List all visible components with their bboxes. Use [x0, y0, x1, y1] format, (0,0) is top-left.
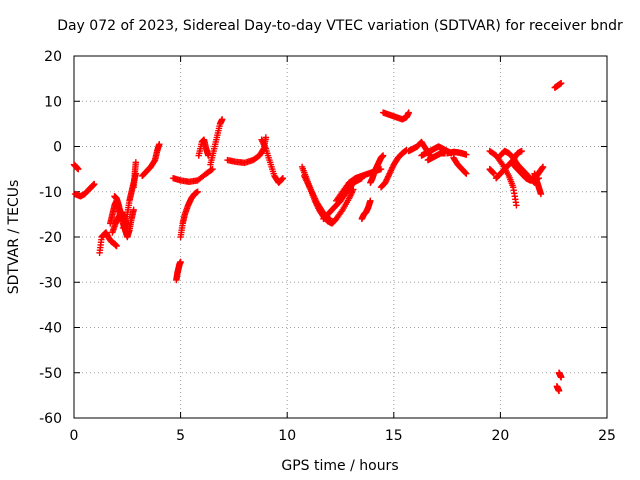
data-point	[557, 374, 565, 381]
y-tick-label: -40	[39, 321, 62, 337]
y-axis-label: SDTVAR / TECUs	[6, 180, 22, 295]
data-point	[209, 165, 216, 173]
y-tick-label: 10	[44, 94, 62, 110]
x-tick-label: 25	[598, 428, 616, 444]
data-point	[463, 151, 470, 158]
data-point	[539, 163, 547, 171]
y-tick-label: 0	[53, 140, 62, 156]
data-point	[177, 258, 184, 266]
data-point	[130, 206, 137, 214]
chart-title: Day 072 of 2023, Sidereal Day-to-day VTE…	[57, 18, 623, 34]
x-tick-label: 20	[491, 428, 509, 444]
x-tick-label: 0	[70, 428, 79, 444]
y-tick-label: -50	[39, 366, 62, 382]
data-point	[75, 165, 82, 173]
x-tick-label: 15	[385, 428, 403, 444]
data-point	[518, 147, 525, 155]
data-point	[462, 169, 469, 177]
data-point	[555, 387, 563, 395]
data-point	[279, 175, 286, 183]
data-point	[326, 215, 334, 223]
data-points	[70, 79, 565, 395]
data-point	[279, 174, 287, 182]
data-point	[490, 170, 498, 177]
data-point	[379, 152, 387, 159]
y-tick-label: 20	[44, 49, 62, 65]
x-tick-label: 5	[176, 428, 185, 444]
x-tick-label: 10	[278, 428, 296, 444]
data-point	[405, 109, 412, 116]
y-axis-ticks: -60 -50 -40 -30 -20 -10 0 10 20	[39, 49, 607, 427]
x-axis-label: GPS time / hours	[281, 458, 398, 474]
data-point	[463, 170, 470, 177]
data-point	[113, 242, 120, 250]
data-point	[194, 188, 201, 195]
data-point	[262, 134, 270, 141]
y-tick-label: -30	[39, 275, 62, 291]
x-axis-ticks: 0 5 10 15 20 25	[70, 56, 616, 444]
plot-frame	[73, 55, 608, 419]
data-point	[557, 79, 565, 87]
data-point	[208, 166, 215, 174]
data-point	[537, 190, 545, 198]
y-tick-label: -60	[39, 411, 62, 427]
y-tick-label: -20	[39, 230, 62, 246]
grid-lines	[74, 56, 607, 418]
data-point	[156, 141, 163, 148]
data-point	[513, 202, 520, 209]
y-tick-label: -10	[39, 185, 62, 201]
data-point	[91, 180, 98, 188]
data-point	[218, 116, 226, 123]
data-point	[132, 159, 140, 166]
data-point	[367, 197, 374, 204]
